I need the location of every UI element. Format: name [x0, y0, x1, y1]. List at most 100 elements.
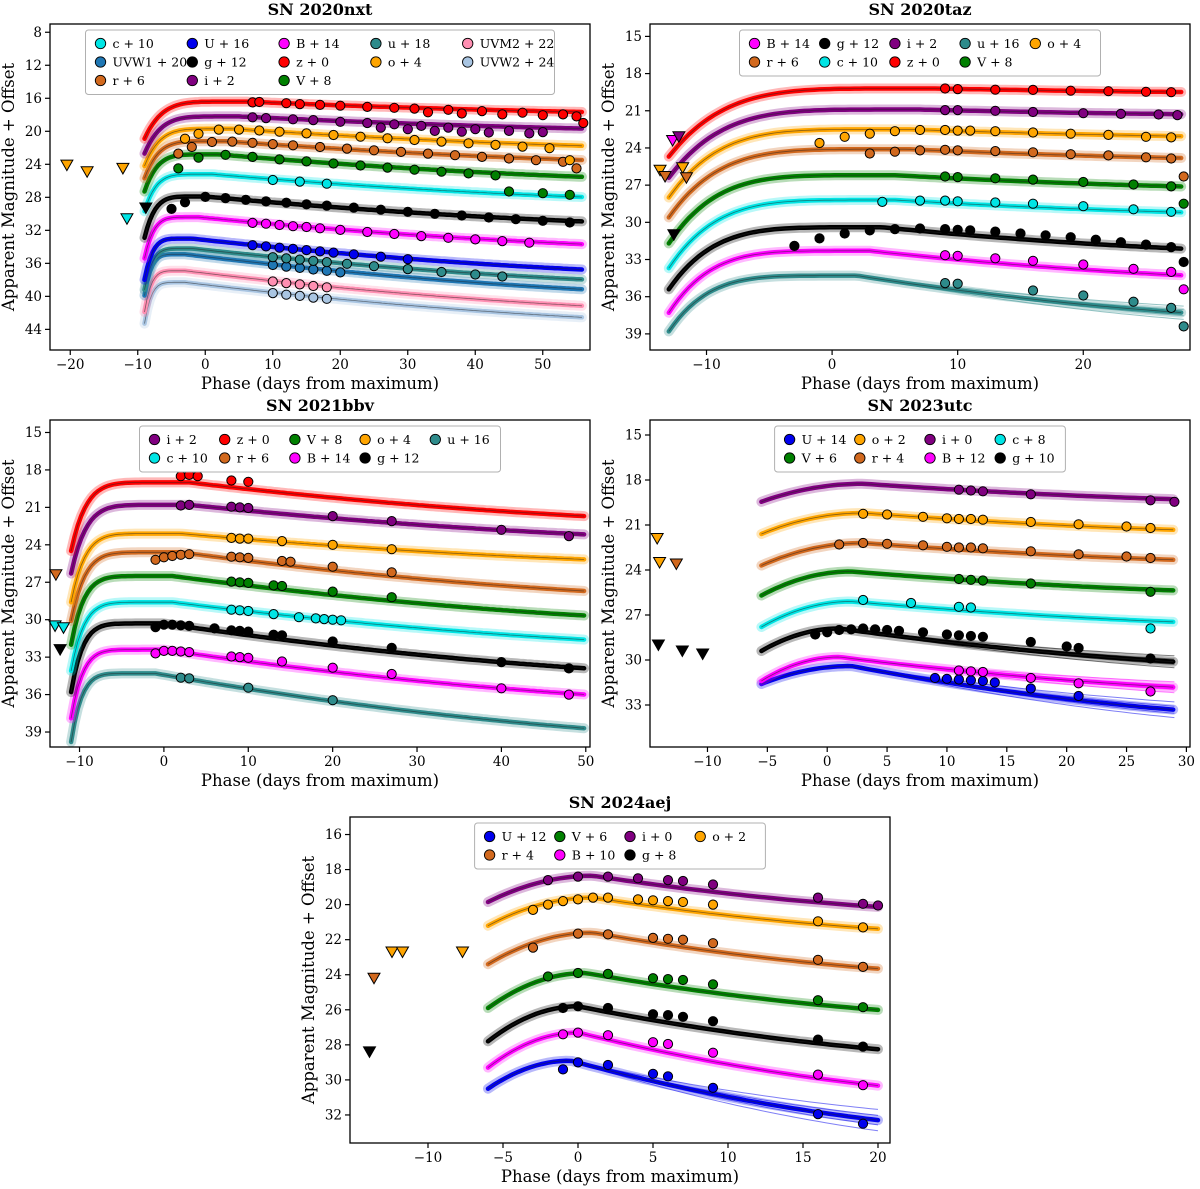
x-tick-label: 20 [1075, 357, 1092, 373]
curve-core-c [668, 199, 1182, 269]
data-point-z [952, 84, 963, 95]
data-point-g [483, 212, 494, 223]
data-point-B [184, 647, 195, 658]
data-point-B [335, 224, 346, 235]
data-point-r [476, 151, 488, 162]
chart-svg: −10 −5 0 5 10 15 20 16 18 20 22 24 26 28 30 32 SN 2024ae… [300, 793, 900, 1189]
chart-svg: −20 −10 0 10 20 30 40 50 8 12 16 20 24 28 32 36 40 44 SN 2… [0, 0, 600, 396]
data-point-U [274, 242, 285, 253]
legend-marker-i-icon [624, 830, 636, 843]
chart-svg: −10 0 10 20 30 40 50 15 18 21 24 27 30 33 36 39 SN 2021b… [0, 396, 600, 793]
legend-label: i + 2 [204, 73, 234, 88]
data-point-o [382, 133, 393, 144]
data-point-c [953, 601, 964, 612]
legend-label: o + 4 [1047, 36, 1081, 51]
data-point-B [247, 217, 258, 228]
data-point-u [184, 673, 195, 684]
data-point-g [321, 200, 332, 211]
data-point-c [267, 174, 278, 186]
data-point-z [1103, 86, 1114, 97]
legend-label: g + 12 [837, 36, 879, 51]
curve-fan-U [570, 1060, 879, 1110]
data-point-B [274, 219, 285, 231]
data-point-V [268, 580, 279, 591]
data-point-o [647, 895, 659, 906]
y-tick-label: 27 [625, 608, 642, 624]
data-point-B [572, 1027, 584, 1038]
y-tick-label: 15 [625, 428, 642, 444]
data-point-r [422, 148, 434, 159]
x-tick-label: 40 [493, 754, 510, 770]
data-point-V [952, 172, 963, 183]
data-point-z [294, 99, 305, 110]
plot-frame [49, 419, 591, 748]
upper-limit-B-icon [665, 135, 680, 148]
data-point-i [953, 484, 964, 495]
data-point-o [940, 124, 951, 136]
data-point-i [402, 124, 413, 135]
data-point-B [647, 1037, 659, 1048]
data-point-r [1103, 150, 1114, 161]
y-tick-label: 33 [625, 252, 642, 268]
y-tick-label: 18 [625, 66, 642, 82]
y-tick-label: 18 [25, 462, 42, 478]
y-tick-label: 32 [25, 223, 42, 239]
data-point-U [647, 1068, 659, 1079]
data-point-c [268, 609, 279, 620]
data-point-i [1169, 496, 1180, 507]
data-point-z [335, 100, 346, 111]
legend-marker-V-icon [783, 452, 796, 464]
upper-limit-o-icon [653, 164, 667, 177]
upper-limit-o-icon [652, 557, 667, 570]
upper-limit-c-icon [56, 622, 71, 635]
data-point-r [953, 542, 964, 553]
data-point-r [571, 163, 582, 174]
data-point-g [893, 625, 905, 636]
y-tick-label: 18 [325, 862, 342, 878]
legend-label: U + 12 [502, 829, 547, 844]
legend-marker-UVW2-icon [462, 56, 474, 68]
data-point-o [386, 544, 397, 555]
data-point-g [953, 630, 964, 641]
data-point-B [524, 237, 535, 248]
data-point-g [662, 1010, 674, 1021]
data-point-UVW2 [294, 290, 305, 301]
data-point-i [260, 113, 272, 124]
data-point-o [254, 125, 265, 136]
data-point-g [965, 630, 976, 642]
y-tick-label: 8 [33, 25, 42, 41]
data-point-B [953, 665, 964, 676]
data-point-g [158, 619, 169, 630]
curve-core-r [70, 551, 585, 621]
data-point-o [463, 138, 474, 149]
x-tick-label: 20 [869, 1150, 886, 1166]
legend-marker-o-icon [359, 433, 371, 446]
data-point-c [1145, 623, 1156, 634]
curve-core-g [487, 1005, 879, 1050]
data-point-B [175, 646, 186, 657]
data-point-B [940, 250, 951, 261]
x-tick-label: 50 [577, 754, 594, 770]
data-point-c [243, 605, 254, 617]
data-point-g [572, 1001, 584, 1012]
data-point-B [662, 1038, 674, 1050]
data-point-V [1178, 198, 1189, 209]
x-tick-label: 0 [828, 357, 837, 373]
y-tick-label: 27 [25, 575, 42, 591]
data-point-o [572, 894, 584, 905]
legend-label: UVM2 + 22 [480, 36, 555, 51]
legend-marker-z-icon [278, 56, 290, 68]
legend-label: z + 0 [907, 55, 940, 70]
data-point-V [274, 154, 285, 165]
data-point-r [227, 136, 238, 147]
chart-sn-2023utc: −10 −5 0 5 10 15 20 25 30 15 18 21 24 27 30 33 SN 2023ut… [600, 396, 1200, 793]
data-point-i [1078, 108, 1089, 119]
y-tick-label: 30 [625, 215, 642, 231]
data-point-o [274, 126, 285, 137]
legend-marker-g-icon [186, 56, 198, 68]
data-point-g [184, 620, 195, 631]
data-point-z [517, 107, 528, 118]
upper-limit-i-icon [672, 131, 686, 144]
data-point-z [1140, 86, 1152, 97]
data-point-u [281, 253, 292, 264]
